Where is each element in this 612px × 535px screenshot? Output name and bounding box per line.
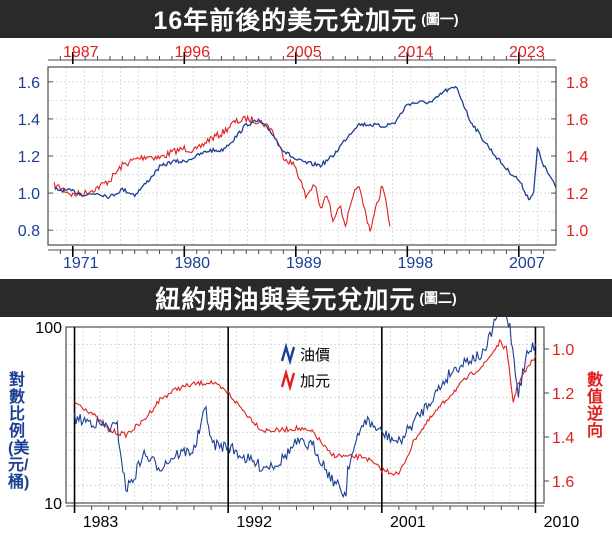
chart2-y-left-tick-label: 10	[44, 496, 62, 513]
chart2-y-right-tick-label: 1.4	[552, 430, 574, 447]
chart1-title: 16年前後的美元兌加元	[153, 7, 418, 35]
chart1-x-top-tick-label: 1987	[63, 44, 99, 61]
chart2-x-tick-label: 2001	[390, 514, 426, 531]
chart1-y-left-tick-label: 0.8	[18, 223, 40, 240]
chart1-series-cad-red-line	[53, 114, 391, 232]
chart1-y-right-tick-label: 1.6	[566, 112, 588, 129]
chart1-x-top-tick-label: 2014	[398, 44, 434, 61]
chart1-x-bottom-tick-label: 1989	[286, 255, 322, 272]
chart1-x-top-tick-label: 1996	[174, 44, 210, 61]
chart2-x-tick-label: 1992	[236, 514, 272, 531]
chart1-y-left-tick-label: 1.0	[18, 186, 40, 203]
chart2-series-oil-blue-line	[73, 317, 537, 499]
chart2-legend-oil-label: 油價	[300, 347, 330, 364]
chart1-x-bottom-tick-label: 1998	[398, 255, 434, 272]
chart1-x-bottom-tick-label: 1971	[63, 255, 99, 272]
chart2-left-axis-label: 對數比例(美元/桶)	[8, 372, 30, 491]
chart2-y-right-tick-label: 1.0	[552, 342, 574, 359]
chart2-x-tick-label: 2010	[544, 514, 580, 531]
chart2-series-cad-red-line	[74, 338, 537, 476]
chart2-y-right-tick-label: 1.2	[552, 386, 574, 403]
chart2-x-tick-label: 1983	[83, 514, 119, 531]
chart1-y-right-tick-label: 1.2	[566, 186, 588, 203]
chart1-x-top-tick-label: 2005	[286, 44, 322, 61]
chart1-subtitle: (圖一)	[421, 11, 459, 27]
chart2-plot-frame	[65, 326, 545, 504]
chart2-legend-cad-swatch	[280, 368, 296, 392]
chart1-y-right-tick-label: 1.0	[566, 223, 588, 240]
chart1-y-left-tick-label: 1.6	[18, 75, 40, 92]
chart1-x-bottom-tick-label: 2007	[509, 255, 545, 272]
chart1-exchange-rate-plot: 1971 1980 1989 1998 2007 1987 1996 2005 2014 2023…	[18, 44, 589, 272]
chart2-y-right-tick-label: 1.6	[552, 474, 574, 491]
chart1-x-top-tick-label: 2023	[509, 44, 545, 61]
chart2-subtitle: (圖二)	[419, 290, 457, 306]
chart2-legend-oil-swatch	[280, 342, 296, 366]
chart2-title: 紐約期油與美元兌加元	[155, 286, 416, 314]
chart1-y-right-tick-label: 1.8	[566, 75, 588, 92]
chart1-title-banner: 16年前後的美元兌加元 (圖一)	[0, 0, 612, 38]
chart1-y-left-tick-label: 1.4	[18, 112, 40, 129]
chart1-x-bottom-tick-label: 1980	[174, 255, 210, 272]
chart1-y-right-tick-label: 1.4	[566, 149, 588, 166]
chart1-y-left-tick-label: 1.2	[18, 149, 40, 166]
chart2-legend-cad-label: 加元	[300, 373, 330, 390]
chart2-title-banner: 紐約期油與美元兌加元 (圖二)	[0, 279, 612, 317]
chart2-right-axis-label: 數值逆向	[586, 372, 603, 440]
chart2-y-left-tick-label: 100	[35, 320, 62, 337]
chart1-series-usd-cad-blue-line	[54, 85, 557, 201]
